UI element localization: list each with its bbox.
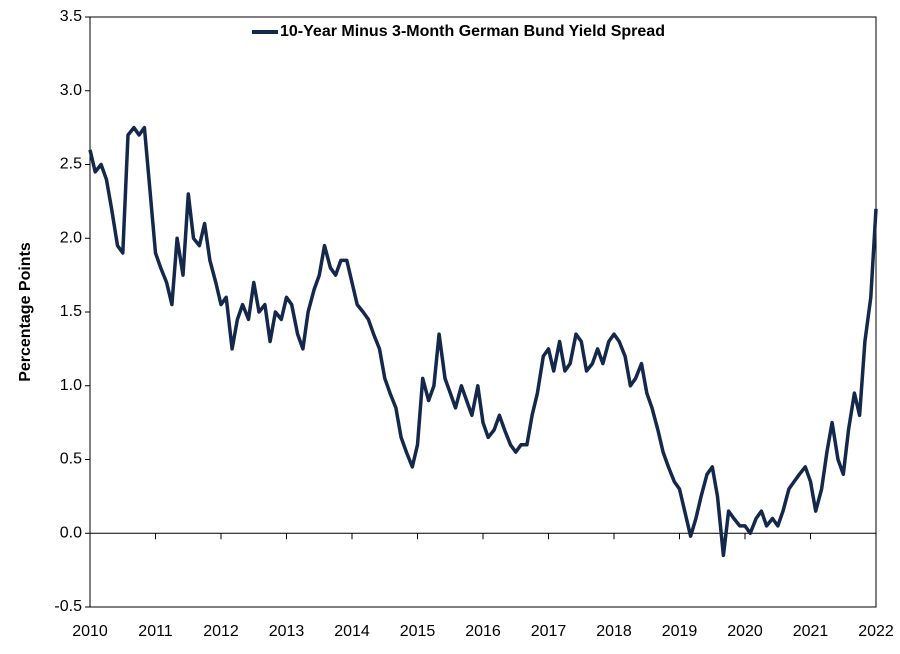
series-line [88, 125, 878, 558]
x-tick-label: 2020 [727, 623, 763, 640]
x-tick-label: 2017 [531, 623, 567, 640]
y-tick-label: 0.5 [60, 451, 82, 468]
x-tick-label: 2015 [400, 623, 436, 640]
x-tick-label: 2010 [72, 623, 108, 640]
x-tick-label: 2012 [203, 623, 239, 640]
legend-label: 10-Year Minus 3-Month German Bund Yield … [280, 23, 665, 40]
y-tick-label: 1.0 [60, 377, 82, 394]
y-tick-label: 3.0 [60, 82, 82, 99]
x-tick-label: 2022 [858, 623, 894, 640]
y-tick-label: 2.0 [60, 229, 82, 246]
x-tick-label: 2016 [465, 623, 501, 640]
y-tick-label: -0.5 [54, 598, 82, 615]
x-tick-label: 2019 [662, 623, 698, 640]
x-tick-label: 2018 [596, 623, 632, 640]
y-tick-label: 0.0 [60, 524, 82, 541]
y-tick-label: 1.5 [60, 303, 82, 320]
x-tick-label: 2014 [334, 623, 370, 640]
y-axis-label: Percentage Points [17, 242, 34, 382]
x-tick-label: 2013 [269, 623, 305, 640]
x-tick-label: 2011 [138, 623, 173, 640]
y-tick-label: 2.5 [60, 156, 82, 173]
x-tick-label: 2021 [793, 623, 829, 640]
y-tick-label: 3.5 [60, 8, 82, 25]
